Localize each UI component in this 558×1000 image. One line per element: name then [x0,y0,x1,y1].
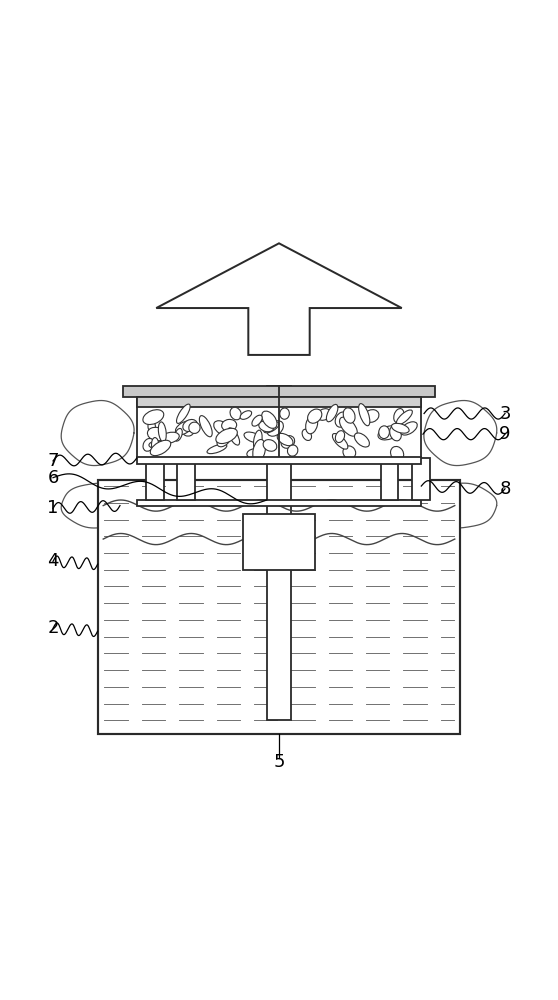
Ellipse shape [143,438,154,451]
Ellipse shape [302,429,311,440]
Ellipse shape [343,408,355,423]
Ellipse shape [359,404,370,426]
Ellipse shape [199,416,212,437]
Ellipse shape [240,411,252,419]
Ellipse shape [183,419,197,431]
Ellipse shape [287,445,298,456]
Ellipse shape [277,433,293,446]
Text: 7: 7 [47,452,59,470]
Bar [137,500,421,506]
Polygon shape [156,243,402,355]
Ellipse shape [262,411,277,428]
Ellipse shape [158,422,166,442]
Bar [243,514,315,570]
Bar [123,386,435,397]
Ellipse shape [161,432,179,443]
Ellipse shape [318,409,331,420]
Ellipse shape [267,421,283,436]
Ellipse shape [259,421,274,432]
Ellipse shape [396,410,412,425]
Ellipse shape [394,409,404,423]
Ellipse shape [207,444,227,454]
Bar [137,397,421,458]
Ellipse shape [326,404,338,422]
Text: 9: 9 [499,425,511,443]
Ellipse shape [307,409,322,423]
Ellipse shape [343,446,355,459]
Ellipse shape [264,422,279,433]
Ellipse shape [391,446,403,461]
Bar [146,458,164,500]
Ellipse shape [143,410,163,425]
Text: 1: 1 [47,499,59,517]
Ellipse shape [217,434,230,447]
Ellipse shape [175,421,193,435]
Ellipse shape [222,419,237,431]
Ellipse shape [148,420,156,433]
Bar [137,397,421,407]
Text: 8: 8 [499,480,511,498]
Ellipse shape [176,404,190,423]
Bar [98,480,460,734]
Ellipse shape [247,449,262,458]
Ellipse shape [230,407,241,420]
Ellipse shape [378,426,400,440]
Ellipse shape [252,415,262,426]
Ellipse shape [389,426,401,441]
Text: 5: 5 [273,753,285,771]
Ellipse shape [263,440,277,451]
Ellipse shape [335,431,345,443]
Ellipse shape [335,412,349,427]
Ellipse shape [149,441,165,449]
Ellipse shape [152,438,159,453]
Ellipse shape [306,415,318,434]
Bar [177,458,195,500]
Bar [381,458,398,500]
Ellipse shape [401,422,417,435]
Text: 4: 4 [47,552,59,570]
Ellipse shape [147,427,166,441]
Ellipse shape [214,421,231,435]
Ellipse shape [364,410,379,422]
Bar [137,457,421,464]
Ellipse shape [244,432,262,443]
Ellipse shape [392,423,409,433]
Text: 6: 6 [47,469,59,487]
Ellipse shape [228,428,239,445]
Ellipse shape [379,426,389,439]
Ellipse shape [182,423,195,436]
Ellipse shape [253,439,266,462]
Ellipse shape [340,417,357,436]
Ellipse shape [333,433,348,449]
Text: 2: 2 [47,619,59,637]
Ellipse shape [253,430,262,451]
Ellipse shape [354,433,369,447]
Bar [412,458,430,500]
Ellipse shape [216,428,237,444]
Ellipse shape [175,428,182,441]
Ellipse shape [189,422,200,433]
Ellipse shape [281,436,295,448]
Ellipse shape [150,440,171,456]
Text: 3: 3 [499,405,511,423]
Ellipse shape [280,408,290,419]
Bar [267,386,291,720]
